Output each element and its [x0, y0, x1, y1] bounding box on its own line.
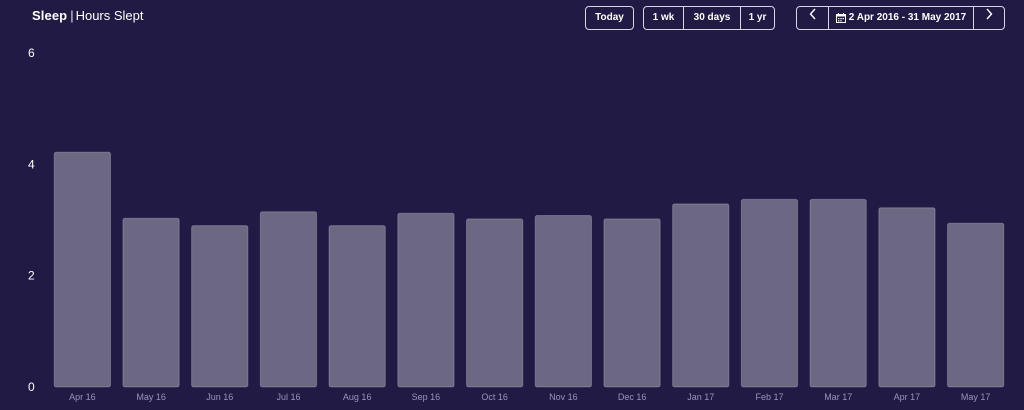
bar-apr-16[interactable]: [53, 151, 111, 388]
x-tick-label: Jun 16: [206, 392, 233, 402]
y-tick-label: 2: [28, 269, 35, 283]
x-tick-label: Apr 17: [894, 392, 921, 402]
today-button[interactable]: Today: [595, 12, 624, 23]
x-tick-label: Apr 16: [69, 392, 96, 402]
y-tick-label: 0: [28, 380, 35, 394]
x-tick-label: Jan 17: [687, 392, 714, 402]
today-button-group: Today: [585, 6, 634, 30]
bar-jul-16[interactable]: [259, 211, 318, 388]
bar-mar-17[interactable]: [809, 198, 867, 388]
x-tick-label: Dec 16: [618, 392, 647, 402]
title-metric: Sleep: [32, 8, 68, 23]
bar-may-16[interactable]: [122, 217, 180, 388]
x-tick-label: Mar 17: [824, 392, 852, 402]
title-separator: |: [70, 8, 74, 23]
previous-period-button[interactable]: [797, 7, 828, 29]
chevron-right-icon: [985, 7, 993, 29]
range-1yr-button[interactable]: 1 yr: [740, 7, 774, 29]
range-1wk-button[interactable]: 1 wk: [652, 12, 675, 23]
bar-sep-16[interactable]: [397, 212, 455, 388]
bar-aug-16[interactable]: [328, 225, 386, 388]
x-tick-label: Sep 16: [412, 392, 441, 402]
date-range-button[interactable]: 2 Apr 2016 - 31 May 2017: [828, 7, 973, 29]
next-period-button[interactable]: [973, 7, 1004, 29]
bar-jun-16[interactable]: [191, 225, 249, 388]
bar-feb-17[interactable]: [740, 198, 799, 388]
x-tick-label: Oct 16: [481, 392, 508, 402]
date-range-label: 2 Apr 2016 - 31 May 2017: [848, 12, 967, 23]
date-navigator: 2 Apr 2016 - 31 May 2017: [796, 6, 1005, 30]
bar-apr-17[interactable]: [878, 207, 936, 388]
bar-jan-17[interactable]: [672, 203, 730, 388]
y-tick-label: 6: [28, 46, 35, 60]
title-subtitle: Hours Slept: [75, 8, 144, 23]
bar-dec-16[interactable]: [603, 218, 661, 388]
x-tick-label: Jul 16: [276, 392, 300, 402]
x-tick-label: May 16: [136, 392, 166, 402]
range-30days-button[interactable]: 30 days: [683, 7, 740, 29]
range-selector: 1 wk 30 days 1 yr: [643, 6, 775, 30]
bar-may-17[interactable]: [947, 222, 1005, 388]
x-tick-label: Feb 17: [755, 392, 783, 402]
x-tick-label: Aug 16: [343, 392, 372, 402]
page-title: Sleep | Hours Slept: [32, 8, 144, 24]
x-tick-label: Nov 16: [549, 392, 578, 402]
bar-oct-16[interactable]: [466, 218, 524, 388]
bar-nov-16[interactable]: [534, 215, 593, 388]
calendar-icon: [835, 13, 846, 23]
y-tick-label: 4: [28, 157, 35, 171]
x-tick-label: May 17: [961, 392, 991, 402]
chevron-left-icon: [809, 7, 817, 29]
